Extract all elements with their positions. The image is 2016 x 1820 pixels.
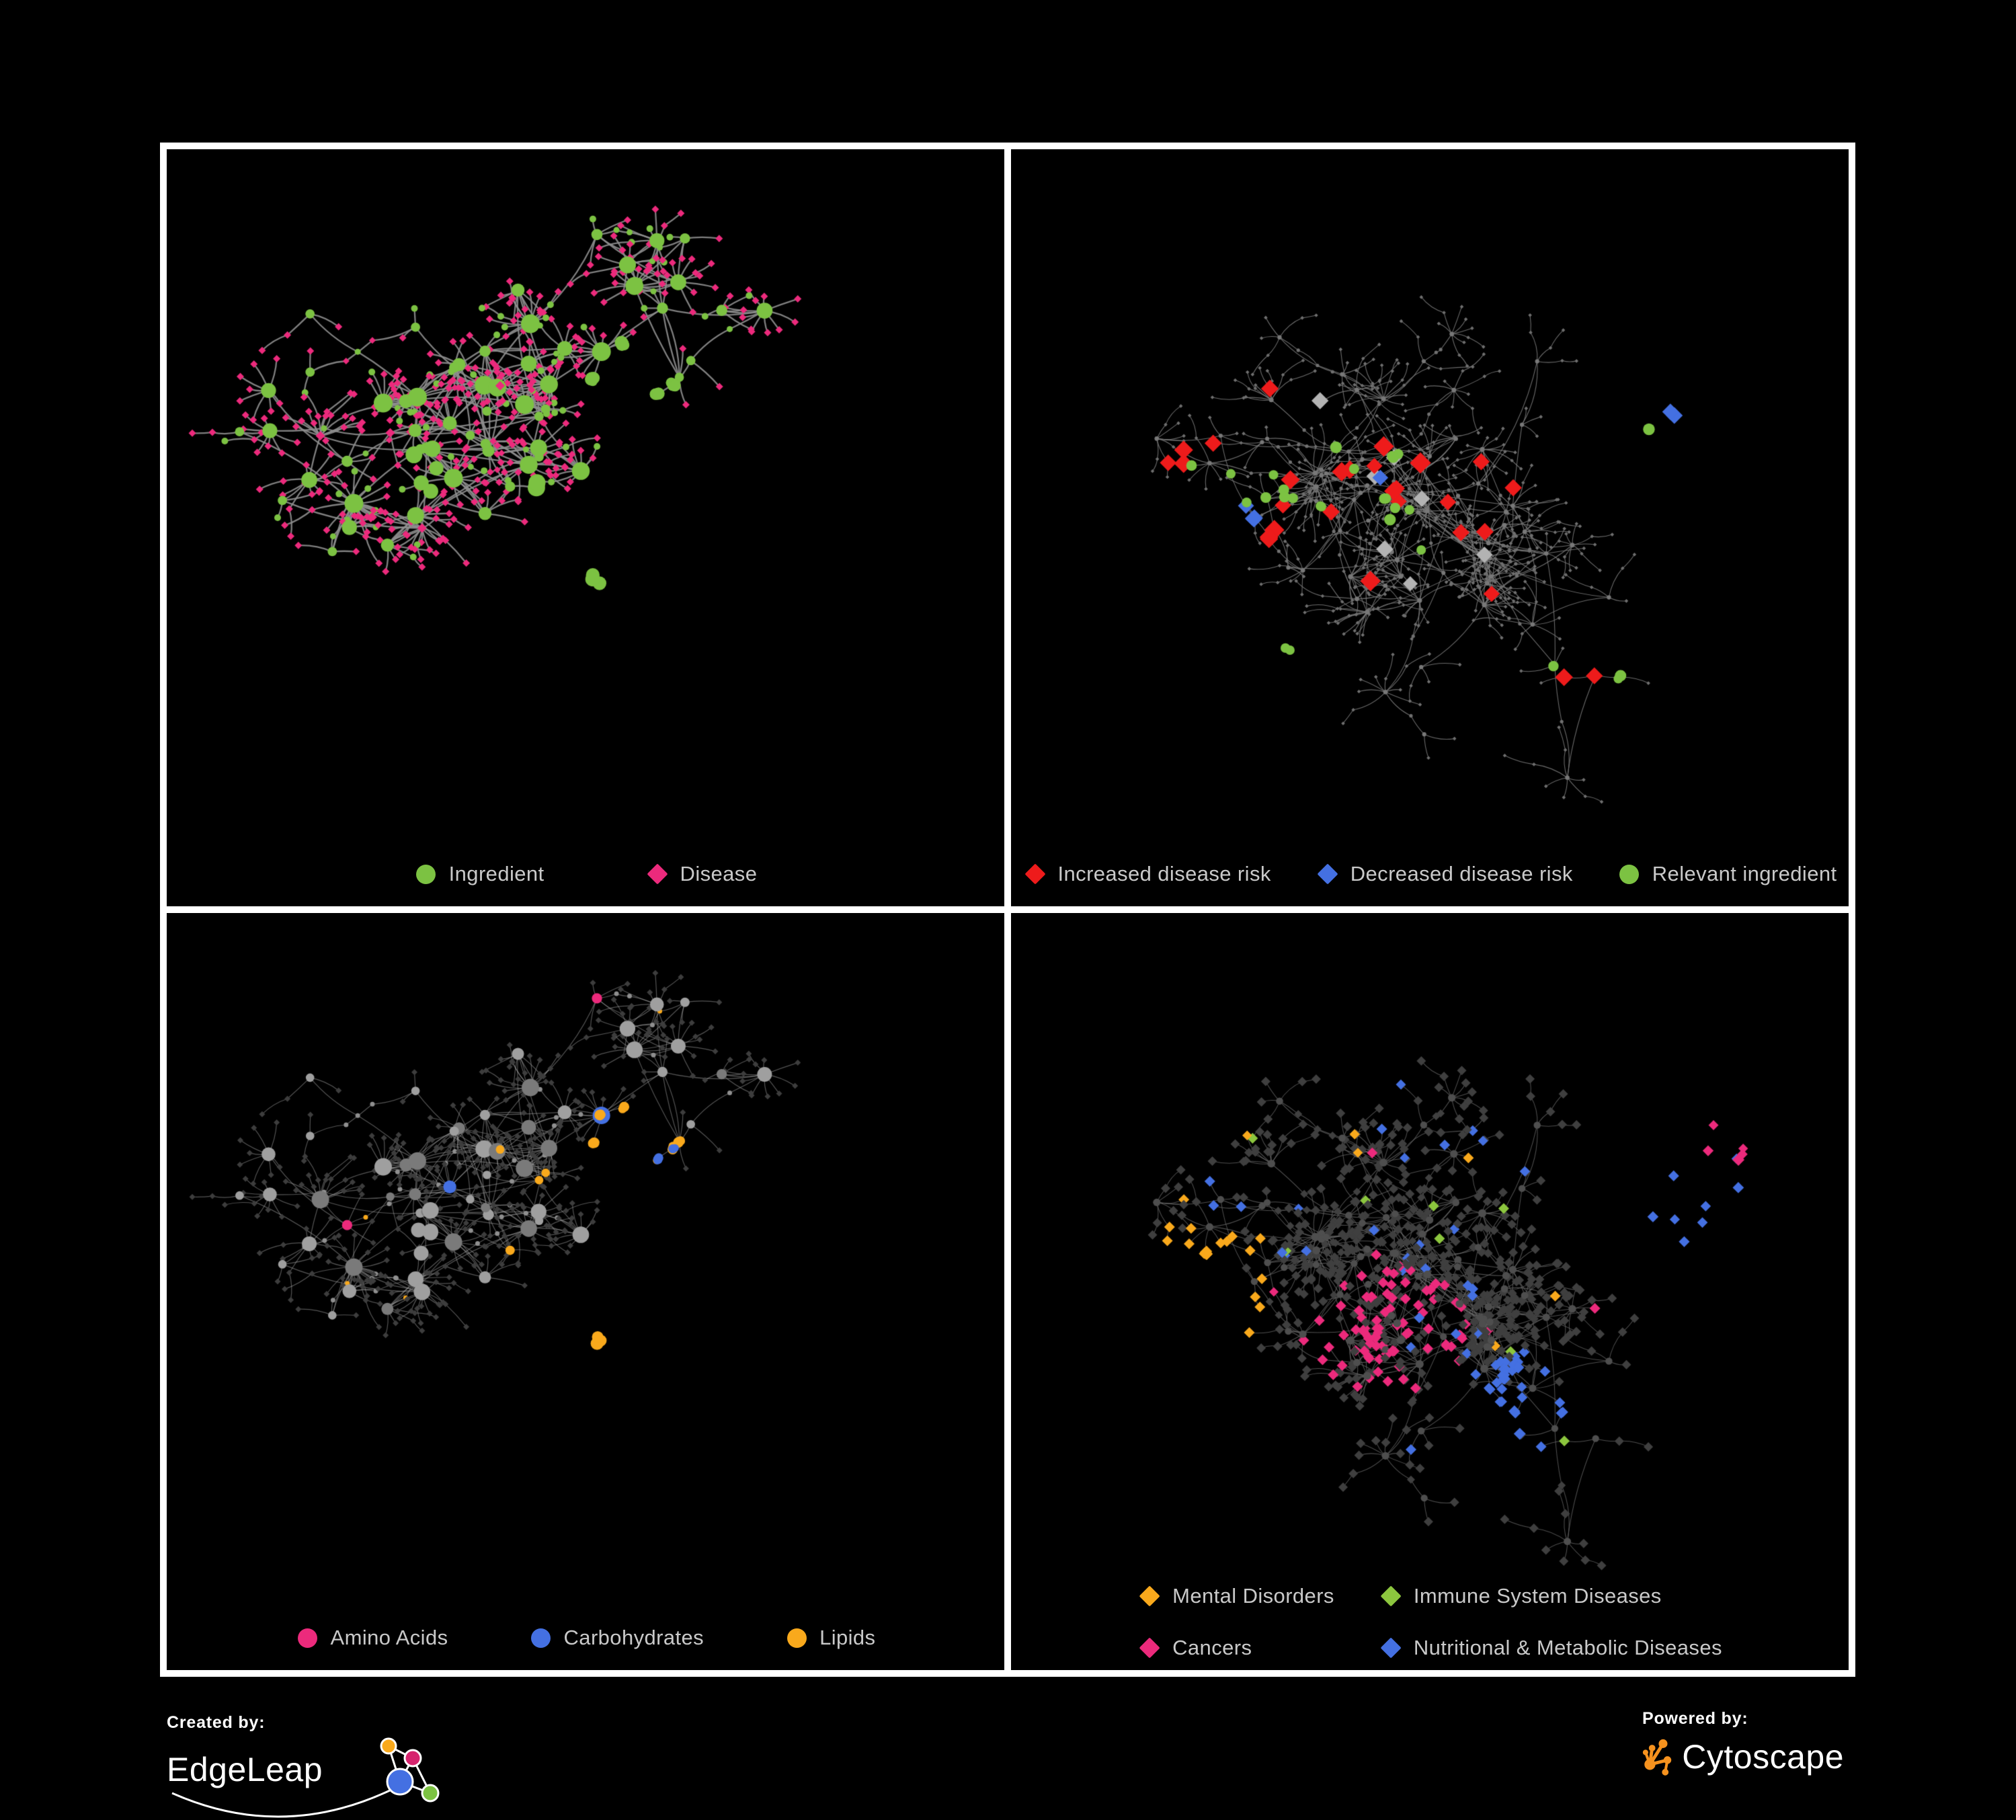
legend-label: Decreased disease risk (1350, 862, 1573, 885)
legend-item-nutritional-metabolic-diseases: Nutritional & Metabolic Diseases (1379, 1636, 1722, 1660)
diamond-marker-icon (1137, 1636, 1162, 1660)
edgeleap-credit: Created by: EdgeLeap (167, 1713, 483, 1818)
panel-grid: Ingredient Disease Increased disease risk… (160, 143, 1855, 1677)
legend-item-mental-disorders: Mental Disorders (1137, 1584, 1334, 1608)
disease-risk-network-canvas (1011, 149, 1849, 834)
legend-item-relevant-ingredient: Relevant ingredient (1617, 862, 1837, 886)
diamond-marker-icon (1316, 862, 1340, 886)
legend-label: Disease (680, 862, 758, 885)
diamond-marker-icon (1379, 1584, 1403, 1608)
circle-marker-icon (296, 1626, 320, 1650)
legend-label: Immune System Diseases (1413, 1583, 1662, 1608)
circle-marker-icon (784, 1626, 809, 1650)
legend-label: Amino Acids (330, 1626, 448, 1649)
legend-item-cancers: Cancers (1137, 1636, 1334, 1660)
disease-risk-legend: Increased disease risk Decreased disease … (1011, 842, 1849, 906)
panel-disease-risk: Increased disease risk Decreased disease … (1011, 149, 1849, 906)
powered-by-label: Powered by: (1642, 1709, 1748, 1728)
ingredient-disease-legend: Ingredient Disease (167, 842, 1004, 906)
ingredient-categories-legend: Amino Acids Carbohydrates Lipids (167, 1606, 1004, 1670)
legend-label: Increased disease risk (1057, 862, 1271, 885)
edgeleap-wordmark: EdgeLeap (167, 1751, 323, 1788)
legend-label: Nutritional & Metabolic Diseases (1413, 1635, 1722, 1659)
diamond-marker-icon (1379, 1636, 1403, 1660)
ingredient-categories-network-canvas (167, 913, 1004, 1597)
panel-ingredient-disease: Ingredient Disease (167, 149, 1004, 906)
legend-label: Cancers (1172, 1635, 1252, 1659)
circle-marker-icon (529, 1626, 553, 1650)
cytoscape-wordmark: Cytoscape (1682, 1738, 1844, 1776)
legend-item-disease: Disease (645, 862, 758, 886)
diamond-marker-icon (1023, 862, 1047, 886)
panel-ingredient-categories: Amino Acids Carbohydrates Lipids (167, 913, 1004, 1670)
panel-disease-categories: Mental Disorders Immune System Diseases Ca… (1011, 913, 1849, 1670)
ingredient-disease-network-canvas (167, 149, 1004, 834)
cytoscape-credit: Powered by: Cytoscape (1642, 1709, 1844, 1796)
legend-item-increased-disease-risk: Increased disease risk (1023, 862, 1271, 886)
legend-item-lipids: Lipids (784, 1626, 875, 1650)
circle-marker-icon (414, 862, 438, 886)
legend-label: Lipids (819, 1626, 876, 1649)
legend-label: Relevant ingredient (1652, 862, 1837, 885)
legend-label: Carbohydrates (563, 1626, 704, 1649)
legend-label: Mental Disorders (1172, 1583, 1334, 1608)
created-by-label: Created by: (167, 1713, 266, 1732)
diamond-marker-icon (645, 862, 670, 886)
legend-item-immune-system-diseases: Immune System Diseases (1379, 1584, 1722, 1608)
legend-label: Ingredient (448, 862, 545, 885)
legend-item-ingredient: Ingredient (414, 862, 545, 886)
diamond-marker-icon (1137, 1584, 1162, 1608)
edgeleap-logo-icon (171, 1737, 440, 1818)
legend-item-amino-acids: Amino Acids (296, 1626, 448, 1650)
cytoscape-logo-icon (1642, 1739, 1672, 1776)
legend-item-decreased-disease-risk: Decreased disease risk (1316, 862, 1573, 886)
disease-categories-legend: Mental Disorders Immune System Diseases Ca… (1137, 1577, 1722, 1666)
disease-categories-network-canvas (1011, 913, 1849, 1597)
legend-item-carbohydrates: Carbohydrates (529, 1626, 704, 1650)
circle-marker-icon (1617, 862, 1642, 886)
